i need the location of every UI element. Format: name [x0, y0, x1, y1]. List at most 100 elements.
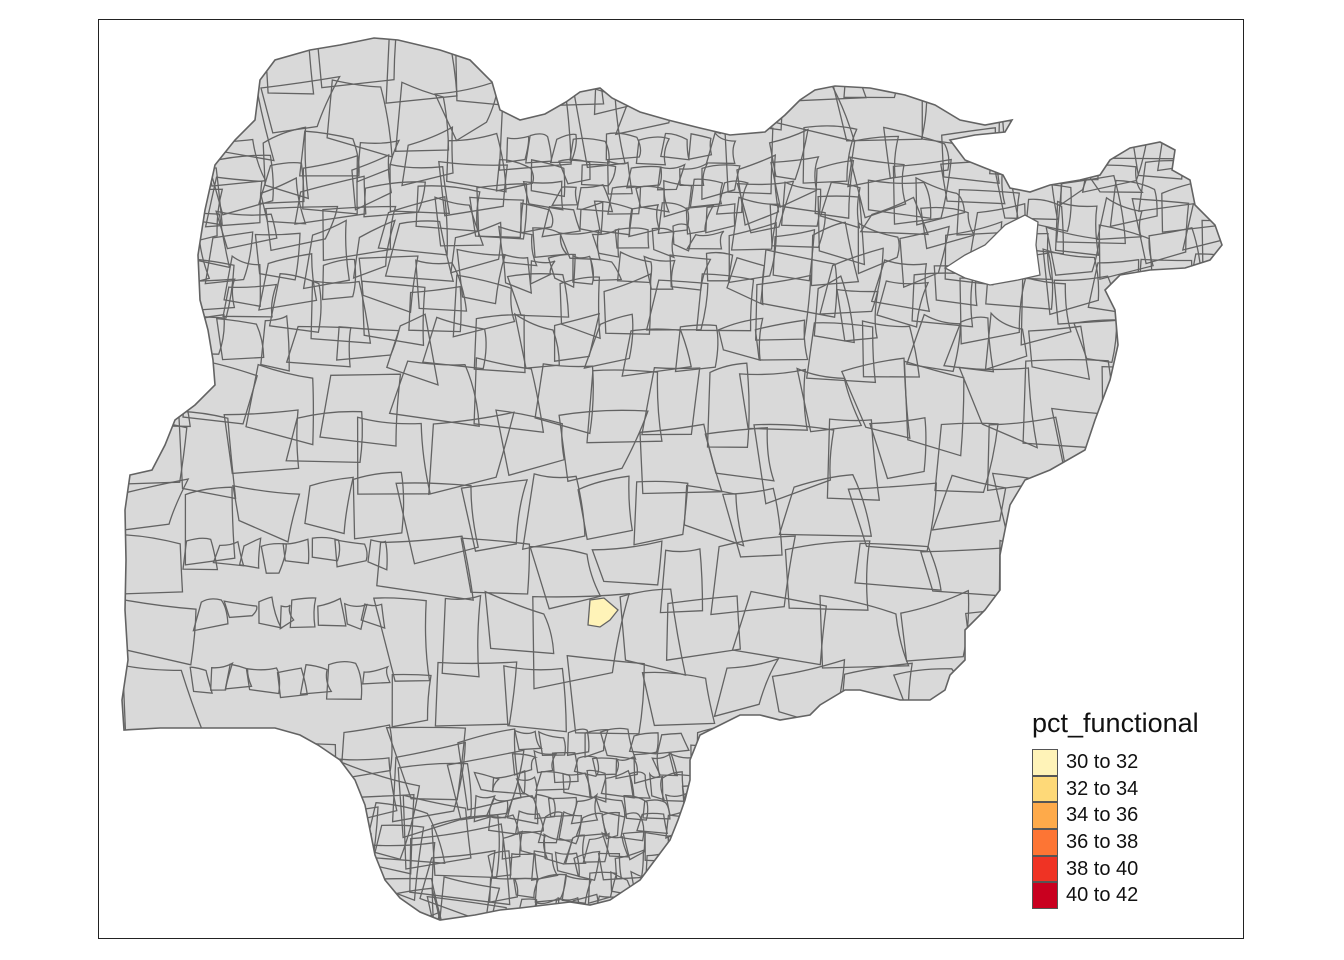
district-boundary — [1193, 551, 1222, 596]
district-boundary — [934, 422, 999, 493]
district-boundary — [498, 225, 538, 267]
legend-label: 38 to 40 — [1066, 857, 1139, 880]
district-boundary — [506, 795, 539, 825]
district-boundary — [215, 210, 278, 250]
district-boundary — [389, 163, 451, 215]
district-boundary — [849, 156, 907, 219]
district-boundary — [857, 221, 900, 275]
district-boundary — [122, 904, 193, 920]
district-boundary — [847, 135, 900, 188]
district-boundary — [520, 202, 554, 234]
district-boundary — [803, 779, 877, 829]
district-boundary — [258, 253, 318, 311]
district-boundary — [168, 868, 217, 920]
district-boundary — [165, 804, 241, 871]
district-boundary — [213, 788, 290, 869]
district-boundary — [372, 597, 431, 682]
district-boundary — [326, 79, 393, 158]
district-boundary — [920, 206, 976, 250]
district-boundary — [204, 231, 254, 285]
district-boundary — [232, 817, 306, 877]
district-boundary — [484, 590, 555, 655]
district-boundary — [587, 871, 618, 905]
district-boundary — [122, 142, 162, 197]
district-boundary — [431, 814, 500, 879]
district-boundary — [738, 781, 816, 841]
legend-label: 40 to 42 — [1066, 884, 1139, 907]
legend-item: 36 to 38 — [1032, 829, 1232, 856]
district-boundary — [325, 661, 363, 700]
district-boundary — [656, 732, 690, 755]
legend-swatch — [1032, 829, 1058, 856]
district-boundary — [687, 133, 713, 161]
district-boundary — [178, 410, 237, 500]
district-boundary — [1203, 84, 1222, 152]
district-boundary — [607, 160, 633, 195]
legend-label: 34 to 36 — [1066, 804, 1139, 827]
district-boundary — [122, 314, 176, 374]
district-boundary — [504, 38, 605, 108]
district-boundary — [959, 895, 1011, 920]
district-boundary — [601, 811, 621, 840]
legend-swatch — [1032, 855, 1058, 883]
district-boundary — [518, 831, 548, 859]
district-boundary — [265, 205, 339, 252]
district-boundary — [476, 919, 573, 920]
district-boundary — [319, 373, 402, 447]
district-boundary — [298, 130, 360, 177]
district-boundary — [388, 360, 480, 427]
district-boundary — [204, 176, 263, 228]
district-boundary — [870, 259, 931, 313]
district-boundary — [1217, 606, 1222, 644]
district-boundary — [514, 729, 543, 751]
district-boundary — [757, 863, 829, 920]
district-boundary — [1179, 135, 1222, 180]
district-boundary — [674, 324, 719, 373]
district-boundary — [491, 769, 526, 795]
district-boundary — [168, 846, 269, 919]
district-boundary — [580, 163, 617, 187]
district-boundary — [966, 675, 1010, 726]
district-boundary — [363, 181, 427, 218]
district-boundary — [258, 161, 305, 205]
district-boundary — [1027, 325, 1091, 381]
district-boundary — [426, 895, 515, 920]
district-boundary — [187, 753, 268, 812]
district-boundary — [122, 769, 194, 835]
district-boundary — [245, 363, 315, 446]
district-boundary — [1131, 197, 1190, 265]
district-boundary — [566, 654, 645, 735]
legend-title: pct_functional — [1032, 708, 1199, 738]
district-boundary — [677, 870, 707, 897]
district-boundary — [753, 423, 835, 505]
legend-items: 30 to 32 32 to 34 34 to 36 36 to 38 38 to 40… — [1032, 749, 1232, 910]
district-boundary — [180, 41, 267, 89]
district-boundary — [633, 480, 689, 546]
district-boundary — [509, 853, 539, 880]
district-boundary — [601, 831, 630, 858]
district-boundary — [401, 126, 454, 187]
district-boundary — [450, 221, 502, 274]
district-boundary — [705, 203, 736, 234]
district-boundary — [268, 779, 340, 840]
district-boundary — [192, 598, 229, 632]
district-boundary — [529, 546, 602, 610]
district-boundary — [705, 911, 772, 920]
district-boundary — [189, 666, 213, 694]
district-boundary — [573, 850, 601, 881]
district-boundary — [421, 316, 487, 370]
district-boundary — [730, 784, 797, 854]
district-boundary — [362, 802, 446, 865]
district-boundary — [754, 319, 809, 361]
district-boundary — [738, 368, 809, 431]
district-boundary — [866, 762, 949, 835]
district-boundary — [1145, 355, 1222, 445]
district-boundary — [621, 899, 656, 920]
district-boundary — [703, 894, 787, 920]
legend-item: 40 to 42 — [1032, 882, 1232, 910]
district-boundary — [727, 38, 801, 95]
district-boundary — [367, 539, 388, 571]
district-boundary — [705, 251, 734, 282]
district-boundary — [561, 874, 593, 905]
district-boundary — [395, 482, 479, 565]
